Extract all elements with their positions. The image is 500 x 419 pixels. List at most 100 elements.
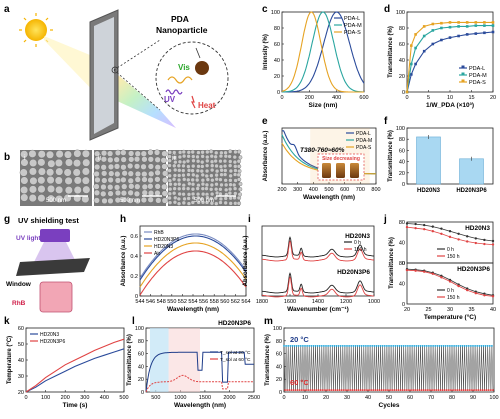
sem-particle: [113, 156, 120, 163]
high-point: [295, 345, 298, 347]
x-tick-label: 40: [490, 307, 496, 313]
sem-particle: [219, 172, 224, 177]
low-point: [351, 389, 354, 391]
data-point: [405, 222, 409, 225]
sem-particle: [186, 192, 192, 197]
x-tick-label: 20: [323, 395, 329, 401]
sem-particle: [200, 164, 205, 169]
series-line-150 h: [261, 240, 375, 262]
high-point: [453, 345, 455, 347]
low-point: [328, 389, 331, 391]
data-point: [465, 25, 469, 28]
sem-particle: [209, 154, 214, 159]
sem-particle: [94, 156, 101, 163]
x-axis-label: Wavelength (nm): [167, 306, 219, 313]
sem-particle: [72, 168, 81, 177]
bar: [459, 158, 484, 185]
sem-particle: [93, 197, 100, 204]
x-tick-label: 544: [135, 299, 144, 305]
x-tick-label: 1400: [312, 299, 324, 305]
sem-particle: [177, 154, 183, 160]
sem-particle: [236, 201, 242, 206]
sem-particle: [222, 158, 228, 164]
low-point: [372, 389, 375, 391]
category-label: HD20N3: [417, 188, 441, 194]
legend-label: 150 h: [354, 247, 367, 253]
x-tick-label: 0: [282, 395, 285, 401]
low-point: [313, 389, 316, 391]
sem-particle: [223, 154, 228, 159]
sem-particle: [177, 168, 182, 173]
data-point: [491, 239, 495, 243]
data-point: [448, 36, 452, 39]
data-point: [405, 90, 409, 94]
sem-particle: [141, 183, 148, 190]
low-point: [368, 389, 370, 391]
high-point: [449, 345, 451, 347]
uv-light-label: UV light: [16, 235, 41, 242]
sem-particle: [107, 184, 114, 191]
sem-particle: [210, 163, 215, 168]
low-point: [479, 389, 482, 391]
sem-particle: [200, 150, 205, 155]
sem-particle: [127, 177, 134, 184]
series-line-Air: [139, 250, 247, 296]
high-point: [312, 345, 315, 347]
low-point: [429, 389, 431, 391]
data-point: [414, 222, 417, 226]
sem-particle: [181, 163, 186, 169]
chart-c: c 0 200 400 600 0 20 40 60 80 100 Size (nm) Intensit…: [262, 4, 369, 109]
low-point: [420, 389, 423, 391]
data-point: [423, 223, 426, 227]
sem-particle: [55, 185, 64, 194]
sem-particle: [233, 178, 238, 183]
sem-particle: [141, 171, 148, 178]
high-point: [465, 345, 468, 347]
sem-particle: [161, 190, 168, 197]
low-point: [294, 389, 297, 391]
data-point: [414, 62, 417, 66]
high-point: [421, 345, 424, 347]
high-point: [373, 345, 376, 347]
sem-particle: [134, 197, 141, 204]
low-point: [303, 389, 305, 391]
uv-label: UV: [164, 95, 176, 104]
data-point: [483, 294, 486, 297]
sem-particle: [140, 196, 147, 204]
legend-label: PDA-M: [469, 73, 487, 79]
sem-particle: [120, 196, 127, 203]
high-point: [302, 345, 304, 347]
sem-particle: [228, 168, 233, 174]
data-point: [474, 237, 477, 240]
series-line-150 h: [261, 276, 375, 298]
sem-particle: [107, 156, 114, 163]
low-point: [336, 389, 339, 391]
panel-letter: l: [132, 316, 135, 327]
panel-b-sem-images: b i ii iii 500 nm 500 nm 500 nm: [4, 149, 243, 206]
low-point: [332, 389, 335, 391]
data-point: [414, 269, 417, 272]
y-tick-label: 100: [396, 10, 405, 16]
y-tick-label: 80: [399, 261, 405, 267]
y-tick-label: 60: [399, 148, 405, 154]
x-tick-label: 300: [80, 395, 89, 401]
x-tick-label: 562: [231, 299, 240, 305]
sem-particle: [227, 154, 232, 159]
data-point: [414, 46, 417, 50]
sem-particle: [196, 150, 201, 155]
x-tick-label: 1500: [199, 395, 211, 401]
low-point: [416, 389, 419, 391]
data-point: [474, 241, 477, 245]
rainbow-beam: [100, 60, 176, 128]
high-point: [415, 345, 418, 347]
low-point: [447, 389, 450, 391]
heat-arrow-icon: [191, 95, 196, 109]
sem-particle: [133, 156, 141, 163]
sample-label: HD20N3P6: [337, 269, 370, 276]
low-point: [399, 389, 402, 391]
y-tick-label: 60: [399, 42, 405, 48]
sem-particle: [107, 197, 114, 204]
y-axis-label: Absorbance (a.u.): [121, 236, 127, 287]
sem-particle: [178, 150, 183, 155]
